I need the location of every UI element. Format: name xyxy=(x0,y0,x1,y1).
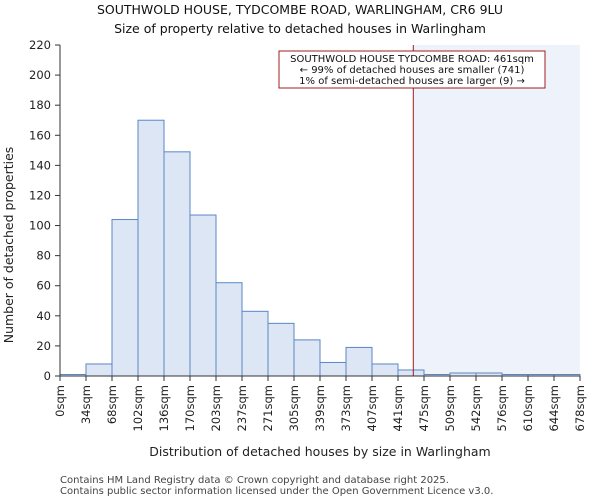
annotation-line-3: 1% of semi-detached houses are larger (9… xyxy=(299,76,525,87)
x-tick-label: 0sqm xyxy=(53,385,67,417)
y-tick-label: 20 xyxy=(36,339,51,353)
bar-136sqm xyxy=(163,151,191,377)
footer-line-2: Contains public sector information licen… xyxy=(60,486,493,497)
y-tick-label: 180 xyxy=(29,98,51,112)
x-tick-label: 203sqm xyxy=(209,385,223,431)
bar-373sqm xyxy=(345,346,373,377)
x-tick-label: 170sqm xyxy=(183,385,197,431)
x-tick-label: 339sqm xyxy=(313,385,327,431)
x-tick-label: 644sqm xyxy=(547,385,561,431)
x-tick-label: 237sqm xyxy=(235,385,249,431)
x-tick-label: 509sqm xyxy=(443,385,457,431)
bar-407sqm xyxy=(371,363,399,377)
x-tick-label: 678sqm xyxy=(573,385,587,431)
x-tick-label: 271sqm xyxy=(261,385,275,431)
chart-title: SOUTHWOLD HOUSE, TYDCOMBE ROAD, WARLINGH… xyxy=(97,2,503,17)
annotation-box xyxy=(278,50,546,89)
bar-441sqm xyxy=(397,369,425,377)
y-tick-label: 100 xyxy=(29,219,51,233)
x-tick-label: 373sqm xyxy=(339,385,353,431)
y-tick-label: 220 xyxy=(29,38,51,52)
bar-102sqm xyxy=(137,119,165,377)
bar-339sqm xyxy=(319,361,347,377)
y-tick-label: 120 xyxy=(29,188,51,202)
bar-237sqm xyxy=(241,310,269,377)
y-tick-label: 200 xyxy=(29,68,51,82)
x-tick-label: 542sqm xyxy=(469,385,483,431)
bar-203sqm xyxy=(215,282,243,377)
bar-305sqm xyxy=(293,339,321,377)
y-tick-label: 60 xyxy=(36,279,51,293)
x-tick-label: 34sqm xyxy=(79,385,93,424)
x-tick-label: 136sqm xyxy=(157,385,171,431)
bar-170sqm xyxy=(189,214,217,377)
bar-68sqm xyxy=(111,219,139,377)
chart-subtitle: Size of property relative to detached ho… xyxy=(114,21,486,36)
y-tick-label: 40 xyxy=(36,309,51,323)
bar-271sqm xyxy=(267,322,295,377)
x-tick-label: 407sqm xyxy=(365,385,379,431)
bar-34sqm xyxy=(85,363,113,377)
y-tick-label: 80 xyxy=(36,249,51,263)
footer-line-1: Contains HM Land Registry data © Crown c… xyxy=(60,475,449,486)
x-tick-label: 610sqm xyxy=(521,385,535,431)
x-tick-label: 441sqm xyxy=(391,385,405,431)
x-tick-label: 475sqm xyxy=(417,385,431,431)
y-tick-label: 160 xyxy=(29,128,51,142)
y-tick-label: 0 xyxy=(44,369,51,383)
x-tick-label: 305sqm xyxy=(287,385,301,431)
annotation-line-2: ← 99% of detached houses are smaller (74… xyxy=(300,65,525,76)
x-tick-label: 68sqm xyxy=(105,385,119,424)
y-tick-label: 140 xyxy=(29,158,51,172)
y-axis-title: Number of detached properties xyxy=(1,147,16,344)
annotation-line-1: SOUTHWOLD HOUSE TYDCOMBE ROAD: 461sqm xyxy=(290,54,534,65)
x-axis-title: Distribution of detached houses by size … xyxy=(149,444,491,459)
larger-region-shade xyxy=(413,45,580,376)
x-tick-label: 102sqm xyxy=(131,385,145,431)
x-tick-label: 576sqm xyxy=(495,385,509,431)
